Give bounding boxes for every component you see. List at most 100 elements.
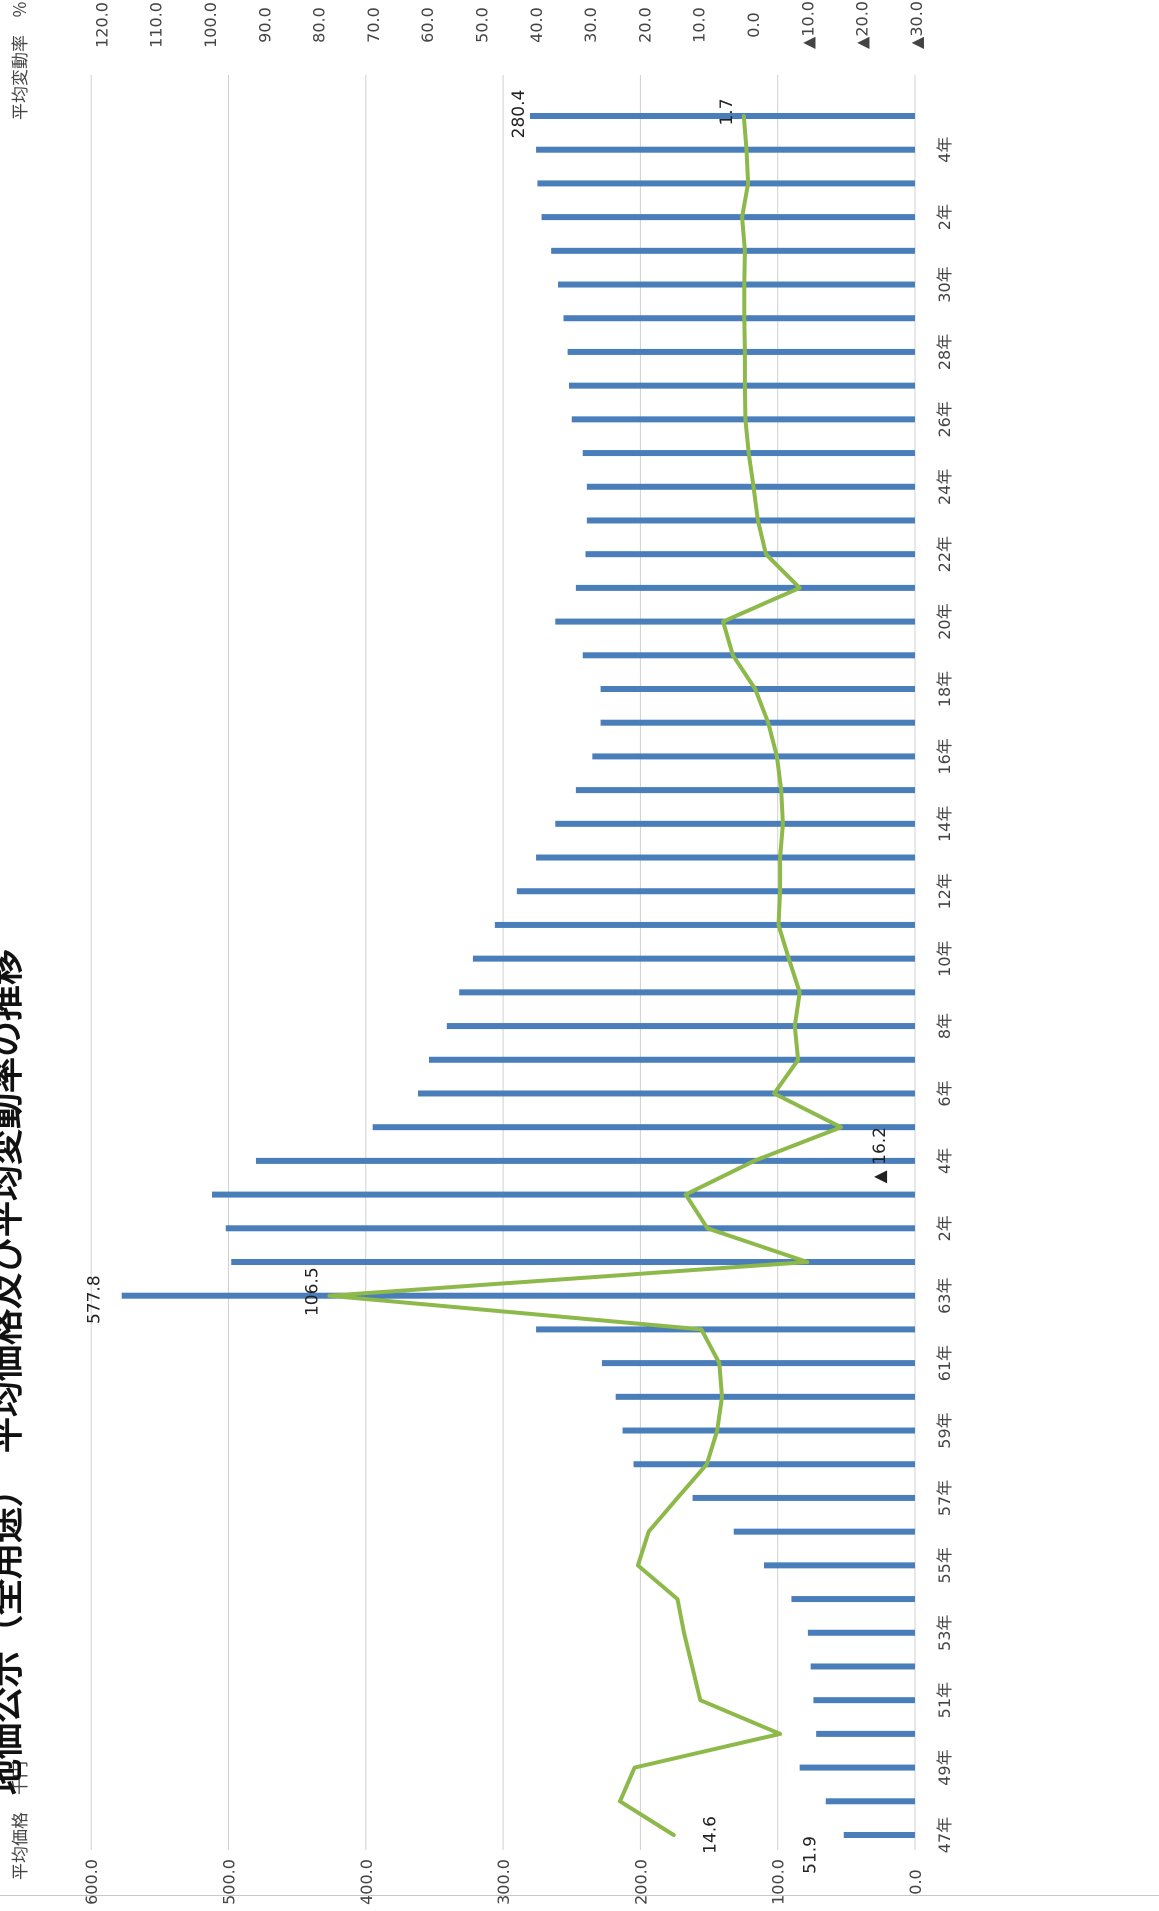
bar [536,1326,915,1332]
right-axis-tick-label: 70.0 [364,7,383,43]
right-axis-tick-label: 40.0 [527,7,546,43]
x-axis-tick-label: 24年 [935,469,954,505]
bar [583,652,915,658]
bar [816,1731,915,1737]
x-axis-tick-label: 30年 [935,266,954,302]
data-label: 280.4 [509,90,529,139]
bar [555,619,915,625]
x-axis-tick-label: 4年 [935,137,954,163]
left-axis-tick-label: 0.0 [906,1869,925,1894]
bar [555,821,915,827]
bar [568,349,915,355]
right-axis-tick-label: 60.0 [418,7,437,43]
x-axis-tick-label: 22年 [935,536,954,572]
right-axis-tick-label: 110.0 [147,2,166,48]
x-axis-tick-label: 14年 [935,806,954,842]
right-axis-tick-label: 80.0 [310,7,329,43]
data-label: 577.8 [85,1275,105,1324]
page-border [0,1895,1159,1911]
bar [623,1428,915,1434]
right-axis-tick-label: 30.0 [581,7,600,43]
bar [447,1023,915,1029]
bar [826,1798,915,1804]
bar [564,315,915,321]
x-axis-tick-label: 55年 [935,1547,954,1583]
bar [212,1192,915,1198]
x-axis-tick-label: 61年 [935,1345,954,1381]
annotations: 280.4 577.8 51.9 1.7 106.5 ▲ 16.2 14.6 [85,90,890,1874]
x-axis-tick-label: 49年 [935,1749,954,1785]
bar [791,1596,915,1602]
bar [634,1461,915,1467]
bar [569,383,915,389]
x-axis-tick-label: 28年 [935,334,954,370]
right-axis-tick-label: ▲10.0 [798,1,817,49]
bar [602,1360,915,1366]
bar [536,855,915,861]
x-axis-tick-label: 20年 [935,603,954,639]
x-axis-tick-label: 59年 [935,1412,954,1448]
bar [231,1259,915,1265]
bar [551,248,915,254]
bar [256,1158,915,1164]
bar [576,787,915,793]
right-axis-tick-label: ▲30.0 [907,1,926,49]
right-axis-tick-label: 120.0 [92,2,111,48]
x-axis-tick-label: 2年 [935,204,954,230]
right-axis-tick-label: 90.0 [255,7,274,43]
right-axis-tick-label: 0.0 [744,12,763,37]
right-axis-tick-label: ▲20.0 [853,1,872,49]
bar [808,1630,915,1636]
bar [459,989,915,995]
bar [811,1663,915,1669]
bar [429,1057,915,1063]
x-axis-tick-label: 53年 [935,1615,954,1651]
chart-title: 地価公示（全用途） 平均価格及び平均変動率の推移 [0,949,27,1795]
data-label: ▲ 16.2 [870,1127,890,1183]
bar [800,1765,915,1771]
bar [693,1495,915,1501]
x-axis-tick-label: 12年 [935,873,954,909]
bar [542,214,915,220]
bar [592,753,915,759]
bar [536,147,915,153]
bar [587,517,915,523]
x-axis-tick-label: 47年 [935,1817,954,1853]
x-axis-tick-label: 4年 [935,1148,954,1174]
x-axis-tick-label: 26年 [935,401,954,437]
x-axis-tick-label: 57年 [935,1480,954,1516]
x-axis-tick-label: 10年 [935,940,954,976]
bar [122,1293,915,1299]
bar [844,1832,915,1838]
data-label: 106.5 [302,1267,322,1316]
right-axis-tick-label: 100.0 [201,2,220,48]
data-label: 51.9 [801,1836,821,1874]
bar [517,888,915,894]
bar [601,720,915,726]
line-series [330,116,842,1835]
bar [585,551,915,557]
right-axis-ticks: ▲30.0 ▲20.0 ▲10.0 0.0 10.0 20.0 30.0 40.0 50.0 60… [92,1,926,49]
bar [537,180,915,186]
x-axis-tick-label: 8年 [935,1013,954,1039]
bar [558,282,915,288]
x-axis-tick-label: 18年 [935,671,954,707]
bar [813,1697,915,1703]
right-axis-tick-label: 10.0 [690,7,709,43]
bar [616,1394,915,1400]
x-axis-tick-label: 16年 [935,738,954,774]
data-label: 14.6 [701,1816,721,1854]
x-axis-tick-label: 2年 [935,1215,954,1241]
x-axis-tick-label: 63年 [935,1278,954,1314]
bar [495,922,915,928]
line-series-path [330,116,842,1835]
right-axis-tick-label: 20.0 [635,7,654,43]
bar [587,484,915,490]
data-label: 1.7 [717,98,737,125]
bar [418,1090,915,1096]
bar [576,585,915,591]
bar [734,1529,915,1535]
x-axis-tick-label: 51年 [935,1682,954,1718]
right-axis-tick-label: 50.0 [473,7,492,43]
